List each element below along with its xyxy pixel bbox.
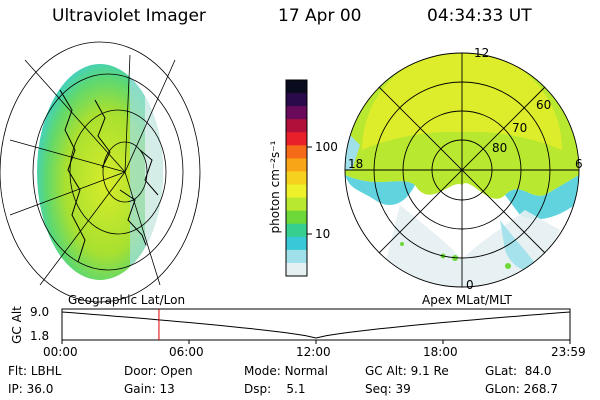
time-label: 04:34:33 UT: [427, 6, 532, 26]
mlt-label-6: 6: [575, 157, 583, 171]
colorbar-segment: [286, 171, 307, 186]
colorbar: [285, 79, 308, 277]
alt-xtick-1800: 18:00: [423, 345, 458, 359]
mlat-label-60: 60: [536, 98, 552, 112]
info-seq: Seq: 39: [365, 382, 411, 396]
colorbar-segment: [286, 145, 307, 159]
colorbar-segment: [286, 184, 307, 199]
info-flt: Flt: LBHL: [8, 364, 62, 378]
colorbar-border: [285, 79, 308, 277]
alt-xtick-0000: 00:00: [43, 345, 78, 359]
colorbar-tick-100: 100: [315, 140, 338, 154]
info-dsp: Dsp: 5.1: [244, 382, 306, 396]
geographic-map: [0, 41, 201, 303]
date-label: 17 Apr 00: [278, 6, 362, 26]
info-mode: Mode: Normal: [244, 364, 328, 378]
alt-xtick-0600: 06:00: [169, 345, 204, 359]
mlat-label-70: 70: [512, 121, 528, 135]
colorbar-segment: [286, 106, 307, 120]
colorbar-segment: [286, 93, 307, 107]
altitude-plot: [61, 308, 571, 344]
mlat-label-80: 80: [492, 141, 508, 155]
colorbar-tick-10: 10: [315, 227, 331, 241]
info-gain: Gain: 13: [124, 382, 175, 396]
instrument-title: Ultraviolet Imager: [52, 6, 206, 26]
geographic-caption: Geographic Lat/Lon: [68, 293, 186, 307]
mlt-label-18: 18: [348, 157, 364, 171]
colorbar-label: photon cm⁻²s⁻¹: [268, 140, 282, 234]
info-gc-alt: GC Alt: 9.1 Re: [365, 364, 449, 378]
colorbar-segment: [286, 262, 307, 277]
mlt-label-0: 0: [466, 278, 474, 292]
info-ip: IP: 36.0: [8, 382, 54, 396]
info-glat: GLat: 84.0: [485, 364, 552, 378]
colorbar-segment: [286, 249, 307, 264]
polar-map: [344, 52, 580, 288]
alt-ytick-9: 9.0: [30, 305, 50, 319]
apex-caption: Apex MLat/MLT: [422, 293, 512, 307]
colorbar-segment: [286, 158, 307, 172]
colorbar-segment: [286, 132, 307, 146]
colorbar-segment: [286, 210, 307, 225]
alt-xtick-2359: 23:59: [551, 345, 586, 359]
alt-ytick-1-8: 1.8: [30, 329, 50, 343]
alt-ylabel: GC Alt: [9, 306, 24, 344]
colorbar-segment: [286, 80, 307, 94]
info-glon: GLon: 268.7: [485, 382, 558, 396]
colorbar-segment: [286, 119, 307, 133]
colorbar-segment: [286, 223, 307, 238]
colorbar-segment: [286, 197, 307, 212]
info-door: Door: Open: [124, 364, 193, 378]
mlt-label-12: 12: [474, 46, 490, 60]
alt-xtick-1200: 12:00: [296, 345, 331, 359]
colorbar-segment: [286, 236, 307, 251]
